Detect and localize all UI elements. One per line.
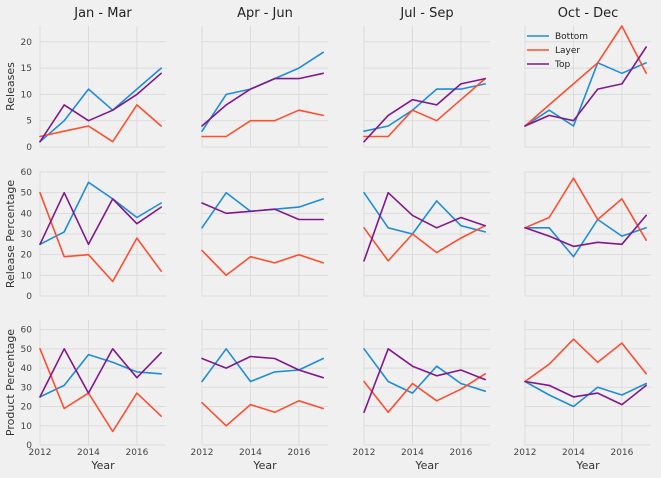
series-line-top: [363, 347, 487, 414]
series-line-top: [363, 77, 487, 143]
x-tick-label: 2016: [610, 448, 633, 458]
series-line-layer: [201, 109, 325, 138]
series-line-bottom: [39, 67, 162, 143]
series-line-layer: [201, 249, 325, 277]
y-tick-label: 30: [21, 383, 33, 393]
y-tick-label: 60: [21, 168, 33, 178]
series-line-top: [524, 380, 648, 406]
series-line-layer: [201, 399, 325, 427]
x-tick-label: 2012: [29, 448, 52, 458]
y-tick-label: 40: [21, 209, 33, 219]
column-title: Jul - Sep: [399, 6, 453, 21]
y-tick-label: 20: [21, 403, 33, 413]
y-axis-label: Releases: [4, 62, 17, 111]
y-tick-label: 0: [26, 292, 32, 302]
y-tick-label: 0: [26, 441, 32, 451]
series-line-bottom: [201, 51, 325, 132]
y-axis-label: Release Percentage: [4, 180, 17, 289]
x-tick-label: 2016: [287, 448, 310, 458]
y-tick-label: 15: [21, 64, 32, 74]
series-line-top: [201, 202, 325, 221]
x-tick-label: 2014: [401, 448, 424, 458]
series-line-top: [201, 72, 325, 127]
series-line-bottom: [39, 181, 162, 246]
x-tick-label: 2016: [125, 448, 148, 458]
x-tick-label: 2012: [514, 448, 537, 458]
y-tick-label: 30: [21, 230, 33, 240]
series-line-bottom: [363, 347, 487, 394]
series-line-layer: [39, 191, 162, 283]
x-tick-label: 2014: [239, 448, 262, 458]
y-tick-label: 50: [21, 345, 33, 355]
series-line-top: [363, 191, 487, 262]
y-tick-label: 10: [21, 90, 33, 100]
series-line-top: [201, 355, 325, 379]
y-tick-label: 5: [26, 117, 32, 127]
column-title: Jan - Mar: [73, 6, 132, 21]
series-line-bottom: [524, 380, 648, 408]
y-tick-label: 10: [21, 271, 33, 281]
series-line-bottom: [39, 353, 162, 398]
x-tick-label: 2016: [449, 448, 472, 458]
series-line-bottom: [524, 218, 648, 258]
series-line-layer: [39, 347, 162, 433]
series-line-layer: [524, 338, 648, 383]
x-axis-label: Year: [414, 459, 439, 472]
legend-entry: Top: [554, 60, 570, 70]
x-axis-label: Year: [90, 459, 115, 472]
series-line-top: [39, 347, 162, 398]
series-line-bottom: [363, 83, 487, 132]
x-axis-label: Year: [575, 459, 600, 472]
y-tick-label: 10: [21, 422, 33, 432]
legend-entry: Bottom: [555, 32, 588, 42]
series-line-layer: [39, 104, 162, 143]
y-tick-label: 0: [26, 143, 32, 153]
series-line-top: [524, 214, 648, 248]
y-tick-label: 20: [21, 38, 33, 48]
legend-entry: Layer: [555, 46, 580, 56]
y-tick-label: 50: [21, 189, 33, 199]
x-tick-label: 2014: [562, 448, 585, 458]
column-title: Oct - Dec: [558, 6, 619, 21]
y-tick-label: 20: [21, 251, 33, 261]
series-line-layer: [524, 177, 648, 241]
series-line-top: [39, 72, 162, 143]
series-line-layer: [363, 372, 487, 414]
series-line-layer: [363, 77, 487, 138]
x-tick-label: 2012: [191, 448, 214, 458]
y-tick-label: 60: [21, 326, 33, 336]
x-tick-label: 2012: [353, 448, 376, 458]
series-line-bottom: [363, 191, 487, 235]
x-axis-label: Year: [252, 459, 277, 472]
series-line-bottom: [201, 347, 325, 383]
y-tick-label: 40: [21, 364, 33, 374]
series-line-top: [524, 46, 648, 127]
series-line-layer: [524, 25, 648, 127]
column-title: Apr - Jun: [237, 6, 293, 21]
series-line-layer: [363, 224, 487, 262]
series-line-bottom: [524, 61, 648, 127]
y-axis-label: Product Percentage: [4, 329, 17, 436]
x-tick-label: 2014: [77, 448, 100, 458]
series-line-top: [39, 191, 162, 246]
